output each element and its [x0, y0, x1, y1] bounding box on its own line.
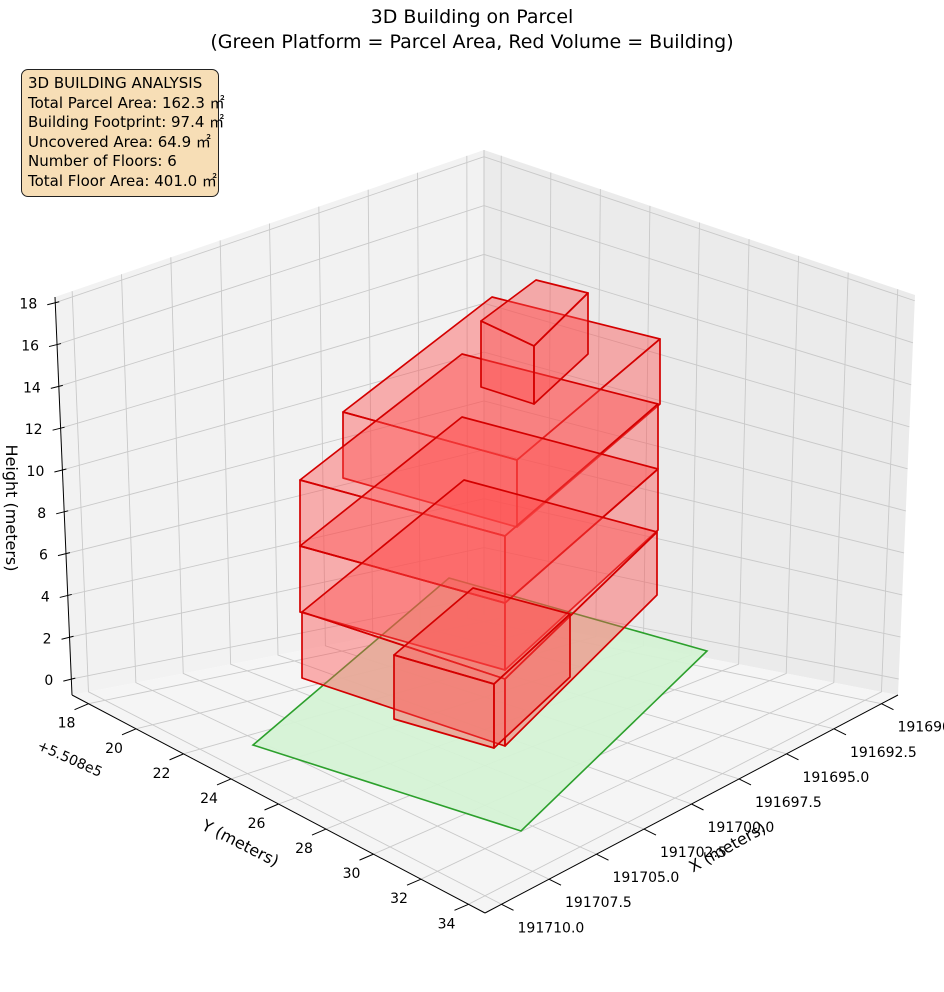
building-face	[533, 292, 589, 405]
building-face	[516, 338, 661, 528]
x-grid-line	[71, 291, 502, 905]
y-tick-label: 20	[105, 741, 123, 757]
z-tick-label: 16	[21, 339, 39, 355]
y-tick	[359, 853, 374, 861]
y-tick-label: 30	[343, 866, 361, 882]
y-grid-line	[420, 272, 849, 880]
axes: 024681012141618182022242628303234191690.…	[19, 297, 944, 937]
z-tick	[63, 677, 76, 682]
z-axis-line	[54, 296, 73, 696]
chart-title: 3D Building on Parcel	[370, 6, 574, 28]
info-line: Number of Floors: 6	[28, 152, 177, 171]
info-box: 3D BUILDING ANALYSIS Total Parcel Area: …	[21, 69, 225, 197]
x-tick	[833, 728, 847, 736]
z-axis-label: Height (meters)	[2, 445, 21, 572]
z-tick-label: 2	[43, 631, 52, 647]
y-tick	[454, 903, 469, 911]
info-line: Total Floor Area: 401.0 ㎡	[28, 171, 217, 190]
y-tick	[216, 778, 232, 786]
y-offset-label: +5.508e5	[35, 738, 105, 781]
x-tick-label: 191705.0	[613, 870, 680, 886]
info-line: 3D BUILDING ANALYSIS	[28, 74, 203, 92]
building-face	[504, 468, 659, 671]
y-tick-label: 34	[438, 916, 456, 932]
chart-subtitle: (Green Platform = Parcel Area, Red Volum…	[210, 31, 734, 53]
z-tick	[56, 510, 69, 515]
x-tick	[596, 853, 609, 861]
y-tick-label: 26	[248, 816, 266, 832]
x-grid-line	[367, 189, 787, 755]
z-tick-label: 18	[19, 297, 37, 313]
y-tick	[264, 803, 279, 811]
building-face	[493, 613, 571, 749]
z-tick	[61, 635, 74, 640]
y-tick-label: 32	[390, 891, 408, 907]
x-tick	[738, 778, 752, 786]
z-tick	[54, 468, 67, 473]
x-tick-label: 191697.5	[755, 795, 822, 811]
z-tick-label: 14	[23, 380, 41, 396]
building-volume	[299, 279, 661, 749]
z-tick-label: 10	[27, 464, 45, 480]
x-tick-label: 191702.5	[660, 845, 727, 861]
z-tick-label: 8	[37, 506, 46, 522]
x-tick	[501, 903, 514, 911]
z-tick	[59, 593, 72, 598]
y-tick-label: 18	[58, 716, 76, 732]
y-tick	[169, 753, 184, 761]
z-tick	[50, 384, 63, 389]
parcel-platform	[251, 577, 709, 832]
y-tick-label: 24	[200, 791, 218, 807]
y-tick-label: 22	[153, 766, 171, 782]
x-tick-label: 191700.0	[708, 820, 775, 836]
y-grid-line	[468, 289, 899, 905]
back-right-pane	[484, 150, 915, 695]
x-tick-label: 191707.5	[565, 895, 632, 911]
x-tick	[643, 828, 657, 836]
y-tick	[121, 728, 137, 736]
y-tick	[311, 828, 327, 836]
x-tick	[786, 753, 799, 761]
info-line: Total Parcel Area: 162.3 ㎡	[28, 93, 225, 112]
z-tick	[48, 343, 62, 348]
y-tick	[406, 878, 422, 886]
x-tick-label: 191692.5	[850, 745, 917, 761]
y-axis-label: Y (meters)	[198, 815, 282, 870]
info-line: Building Footprint: 97.4 ㎡	[28, 113, 225, 132]
x-tick	[548, 878, 562, 886]
x-tick	[881, 703, 894, 711]
z-tick-label: 6	[39, 548, 48, 564]
x-tick-label: 191690.0	[897, 720, 944, 736]
info-line: Uncovered Area: 64.9 ㎡	[28, 132, 211, 151]
z-tick	[52, 426, 65, 431]
z-tick-label: 0	[44, 673, 53, 689]
back-left-pane	[55, 150, 484, 695]
z-tick	[57, 552, 71, 557]
building-face	[504, 531, 658, 747]
z-tick-label: 4	[41, 589, 50, 605]
x-tick-label: 191695.0	[802, 770, 869, 786]
x-tick	[691, 803, 704, 811]
z-tick	[47, 301, 60, 306]
x-tick-label: 191710.0	[518, 920, 585, 936]
axes-panes	[55, 150, 915, 913]
y-tick	[74, 703, 89, 711]
x-grid-line	[121, 274, 550, 880]
z-tick-label: 12	[25, 422, 43, 438]
y-tick-label: 28	[295, 841, 313, 857]
